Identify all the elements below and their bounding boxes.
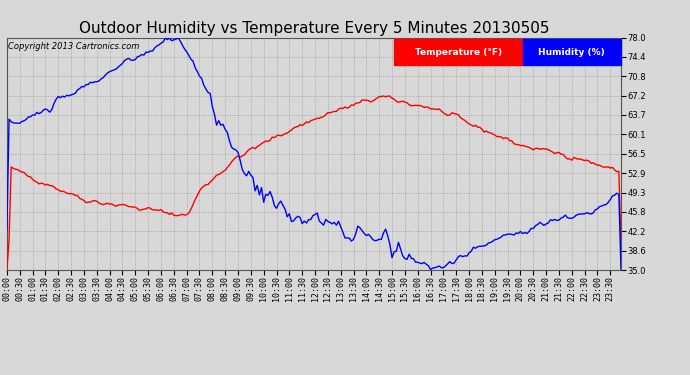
Text: Copyright 2013 Cartronics.com: Copyright 2013 Cartronics.com: [8, 42, 139, 51]
FancyBboxPatch shape: [394, 39, 523, 65]
Text: Temperature (°F): Temperature (°F): [415, 48, 502, 57]
Text: Humidity (%): Humidity (%): [538, 48, 605, 57]
FancyBboxPatch shape: [523, 39, 621, 65]
Title: Outdoor Humidity vs Temperature Every 5 Minutes 20130505: Outdoor Humidity vs Temperature Every 5 …: [79, 21, 549, 36]
